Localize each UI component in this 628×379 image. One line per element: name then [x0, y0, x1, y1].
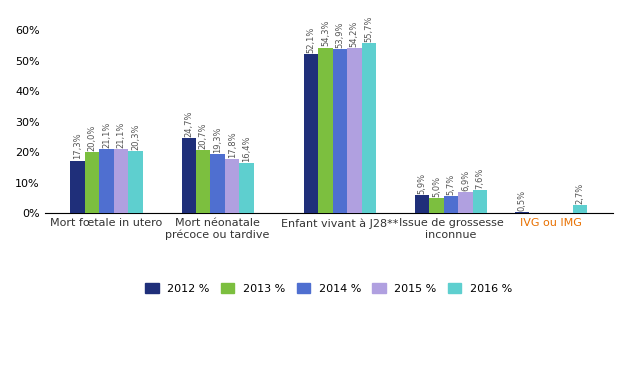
- Bar: [225, 159, 239, 213]
- Bar: [415, 195, 430, 213]
- Bar: [458, 192, 473, 213]
- Bar: [181, 138, 196, 213]
- Bar: [430, 198, 444, 213]
- Text: 20,0%: 20,0%: [88, 125, 97, 151]
- Legend: 2012 %, 2013 %, 2014 %, 2015 %, 2016 %: 2012 %, 2013 %, 2014 %, 2015 %, 2016 %: [141, 279, 517, 298]
- Bar: [473, 190, 487, 213]
- Text: 53,9%: 53,9%: [335, 21, 344, 48]
- Text: 16,4%: 16,4%: [242, 136, 251, 162]
- Text: 5,7%: 5,7%: [447, 174, 455, 195]
- Text: 20,3%: 20,3%: [131, 124, 140, 150]
- Bar: [85, 152, 99, 213]
- Text: 2,7%: 2,7%: [575, 183, 585, 204]
- Text: 55,7%: 55,7%: [364, 16, 373, 42]
- Bar: [196, 150, 210, 213]
- Bar: [573, 205, 587, 213]
- Bar: [333, 49, 347, 213]
- Text: 17,8%: 17,8%: [227, 131, 237, 158]
- Text: 21,1%: 21,1%: [117, 121, 126, 148]
- Text: 20,7%: 20,7%: [198, 122, 208, 149]
- Text: 21,1%: 21,1%: [102, 121, 111, 148]
- Text: 5,0%: 5,0%: [432, 176, 441, 197]
- Bar: [444, 196, 458, 213]
- Text: 52,1%: 52,1%: [306, 27, 315, 53]
- Bar: [347, 48, 362, 213]
- Bar: [114, 149, 128, 213]
- Bar: [239, 163, 254, 213]
- Text: 54,3%: 54,3%: [321, 20, 330, 46]
- Text: 0,5%: 0,5%: [517, 190, 527, 211]
- Text: 19,3%: 19,3%: [213, 127, 222, 153]
- Bar: [515, 212, 529, 213]
- Text: 24,7%: 24,7%: [184, 110, 193, 137]
- Bar: [362, 43, 376, 213]
- Text: 6,9%: 6,9%: [461, 170, 470, 191]
- Bar: [210, 154, 225, 213]
- Bar: [128, 151, 143, 213]
- Text: 17,3%: 17,3%: [73, 133, 82, 159]
- Bar: [70, 161, 85, 213]
- Bar: [99, 149, 114, 213]
- Bar: [304, 54, 318, 213]
- Text: 5,9%: 5,9%: [418, 173, 426, 194]
- Text: 7,6%: 7,6%: [475, 168, 484, 189]
- Text: 54,2%: 54,2%: [350, 20, 359, 47]
- Bar: [318, 48, 333, 213]
